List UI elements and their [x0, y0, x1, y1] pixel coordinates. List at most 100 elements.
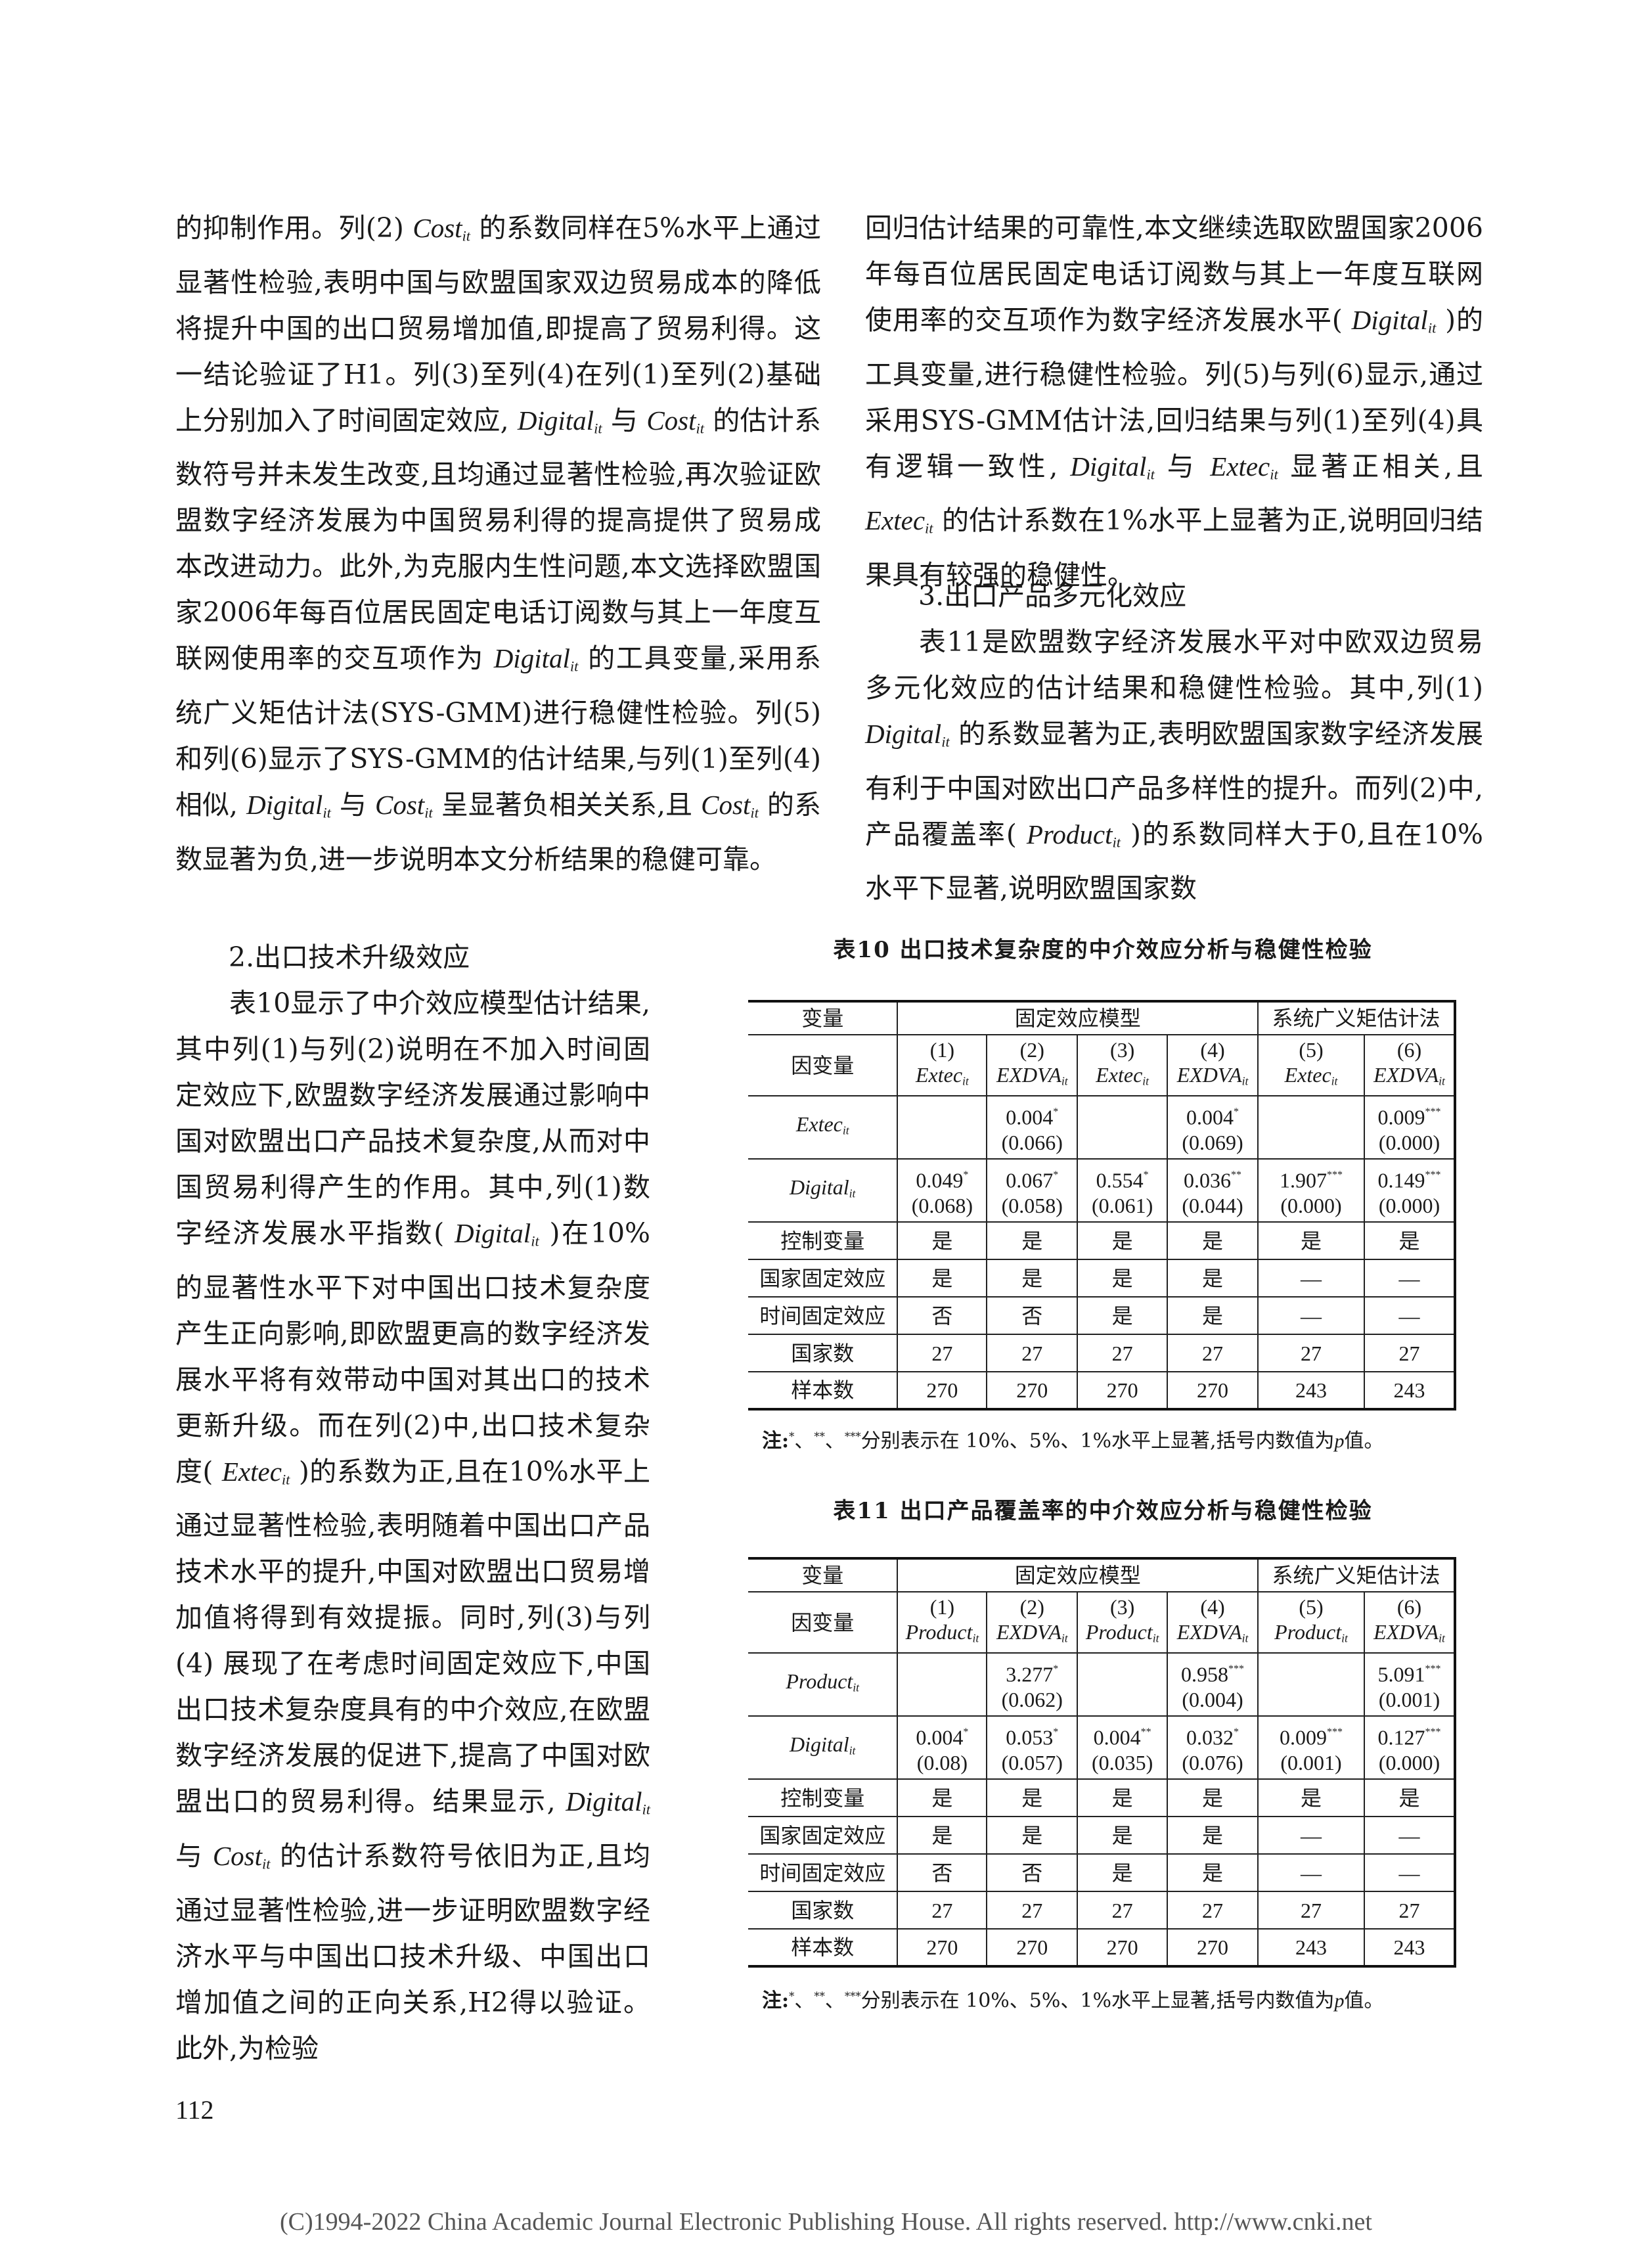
- p-value: (0.057): [1001, 1750, 1063, 1774]
- row-label: 因变量: [748, 1591, 899, 1654]
- paragraph: 回归估计结果的可靠性,本文继续选取欧盟国家2006年每百位居民固定电话订阅数与其…: [865, 205, 1483, 598]
- header-variable: 变量: [748, 1558, 899, 1592]
- row-label: 时间固定效应: [748, 1853, 899, 1892]
- variable-name: Digitalit: [494, 643, 579, 675]
- column-number: (3): [1110, 1594, 1135, 1619]
- variable-subscript: it: [1439, 1074, 1445, 1088]
- p-value: (0.035): [1092, 1750, 1153, 1774]
- column-header: (3) Productit: [1077, 1591, 1169, 1654]
- text-run: 的系数同样在5%水平上通过显著性检验,表明中国与欧盟国家双边贸易成本的降低将提升…: [175, 212, 822, 436]
- text-run: )的系数为正,且在10%水平上通过显著性检验,表明随着中国出口产品技术水平的提升…: [175, 1455, 650, 1818]
- significance-stars: *: [1053, 1727, 1059, 1738]
- variable-base: Digital: [455, 1218, 531, 1248]
- note-star: ***: [844, 1430, 861, 1443]
- left-column-bottom-text: 表10显示了中介效应模型估计结果,其中列(1)与列(2)说明在不加入时间固定效应…: [175, 980, 650, 2071]
- row-label: 时间固定效应: [748, 1296, 899, 1335]
- coefficient-value: 0.127: [1377, 1725, 1425, 1750]
- p-value: (0.000): [1378, 1193, 1440, 1217]
- table-cell: 否: [897, 1296, 988, 1335]
- coefficient-cell: 0.009*** (0.001): [1257, 1715, 1366, 1780]
- coefficient-value: 0.004: [1093, 1725, 1141, 1750]
- variable-name: Digitalit: [790, 1732, 855, 1757]
- p-value: (0.058): [1001, 1193, 1063, 1217]
- column-dep-var: EXDVAit: [1168, 1619, 1257, 1650]
- coefficient: 0.958***: [1168, 1657, 1257, 1686]
- variable-base: Cost: [375, 789, 425, 820]
- note-prefix: 注:: [762, 1989, 790, 2012]
- coefficient-cell: [897, 1652, 988, 1717]
- table-cell: —: [1257, 1296, 1366, 1335]
- table-cell: 是: [1167, 1778, 1259, 1817]
- coefficient-value: 0.958: [1181, 1662, 1229, 1686]
- variable-base: Digital: [517, 405, 594, 436]
- table-cell: —: [1364, 1296, 1456, 1335]
- coefficient-cell: [1257, 1652, 1366, 1717]
- row-label: Digitalit: [748, 1715, 899, 1780]
- column-dep-var: Productit: [898, 1619, 986, 1650]
- table-cell: 270: [986, 1928, 1079, 1967]
- column-dep-var: EXDVAit: [1168, 1062, 1257, 1093]
- table-cell: —: [1257, 1853, 1366, 1892]
- section-heading-2: 2.出口技术升级效应: [229, 941, 470, 973]
- variable-base: Extec: [1210, 451, 1270, 482]
- coefficient-value: 0.009: [1280, 1725, 1328, 1750]
- table-cell: 是: [1257, 1221, 1366, 1260]
- table-row: 国家数 27 27 27 27 27 27: [748, 1891, 1456, 1930]
- table-cell: 270: [897, 1928, 988, 1967]
- table-cell: —: [1364, 1259, 1456, 1298]
- left-column-top-text: 的抑制作用。列(2) Costit 的系数同样在5%水平上通过显著性检验,表明中…: [175, 205, 821, 882]
- column-dep-var: Extecit: [898, 1062, 986, 1093]
- table-cell: 是: [1167, 1853, 1259, 1892]
- table-cell: 是: [986, 1259, 1079, 1298]
- coefficient: 0.009***: [1365, 1100, 1454, 1129]
- row-label: 样本数: [748, 1371, 899, 1410]
- table-cell: 27: [1257, 1891, 1366, 1930]
- note-p: p: [1334, 1990, 1345, 2012]
- row-label: 因变量: [748, 1034, 899, 1096]
- column-number: (3): [1110, 1037, 1135, 1062]
- coefficient-cell: [897, 1095, 988, 1160]
- variable-base: Extec: [915, 1062, 963, 1087]
- coefficient-value: 0.004: [1006, 1105, 1054, 1129]
- coefficient-cell: 0.004* (0.08): [897, 1715, 988, 1780]
- table-11-note: 注:*、**、***分别表示在 10%、5%、1%水平上显著,括号内数值为p值。: [762, 1984, 1384, 2013]
- paragraph: 表11是欧盟数字经济发展水平对中欧双边贸易多元化效应的估计结果和稳健性检验。其中…: [865, 619, 1483, 911]
- table-cell: 是: [1077, 1853, 1169, 1892]
- row-label: 控制变量: [748, 1221, 899, 1260]
- variable-subscript: it: [1061, 1631, 1068, 1645]
- column-number: (4): [1200, 1037, 1225, 1062]
- column-dep-var: Productit: [1078, 1619, 1167, 1650]
- variable-name: Digitalit: [790, 1175, 855, 1200]
- variable-subscript: it: [972, 1631, 979, 1645]
- p-value: (0.044): [1182, 1193, 1243, 1217]
- right-column-top-text: 回归估计结果的可靠性,本文继续选取欧盟国家2006年每百位居民固定电话订阅数与其…: [865, 205, 1483, 598]
- variable-base: Extec: [1096, 1062, 1143, 1087]
- variable-base: Digital: [1351, 305, 1428, 335]
- header-fixed-effects: 固定效应模型: [897, 1001, 1259, 1035]
- text-run: 的系数显著为负,进一步说明本文分析结果的稳健可靠。: [175, 788, 821, 875]
- significance-stars: ***: [1425, 1727, 1441, 1738]
- text-run: 呈显著负相关关系,且: [432, 788, 702, 821]
- variable-subscript: it: [925, 520, 933, 537]
- variable-base: Product: [905, 1619, 973, 1644]
- coefficient: 5.091***: [1365, 1657, 1454, 1686]
- table-cell: 是: [1077, 1816, 1169, 1855]
- header-row: 变量 固定效应模型 系统广义矩估计法: [748, 1558, 1456, 1592]
- column-header: (2) EXDVAit: [986, 1591, 1079, 1654]
- row-label: 国家固定效应: [748, 1259, 899, 1298]
- significance-stars: ***: [1425, 1169, 1441, 1181]
- variable-name: Productit: [786, 1669, 859, 1694]
- coefficient-cell: 0.049* (0.068): [897, 1158, 988, 1223]
- coefficient-value: 0.049: [916, 1168, 964, 1192]
- table-cell: 27: [897, 1891, 988, 1930]
- table-cell: 是: [1257, 1778, 1366, 1817]
- table-cell: 27: [986, 1891, 1079, 1930]
- variable-subscript: it: [531, 1232, 539, 1250]
- coefficient-row: Digitalit 0.004* (0.08) 0.053* (0.057) 0.004*…: [748, 1715, 1456, 1780]
- table-cell: —: [1364, 1853, 1456, 1892]
- column-dep-var: EXDVAit: [987, 1619, 1077, 1650]
- table-10-title: 表10 出口技术复杂度的中介效应分析与稳健性检验: [833, 937, 1373, 963]
- column-header: (4) EXDVAit: [1167, 1034, 1259, 1096]
- coefficient: 3.277*: [987, 1657, 1077, 1686]
- coefficient-cell: 0.067* (0.058): [986, 1158, 1079, 1223]
